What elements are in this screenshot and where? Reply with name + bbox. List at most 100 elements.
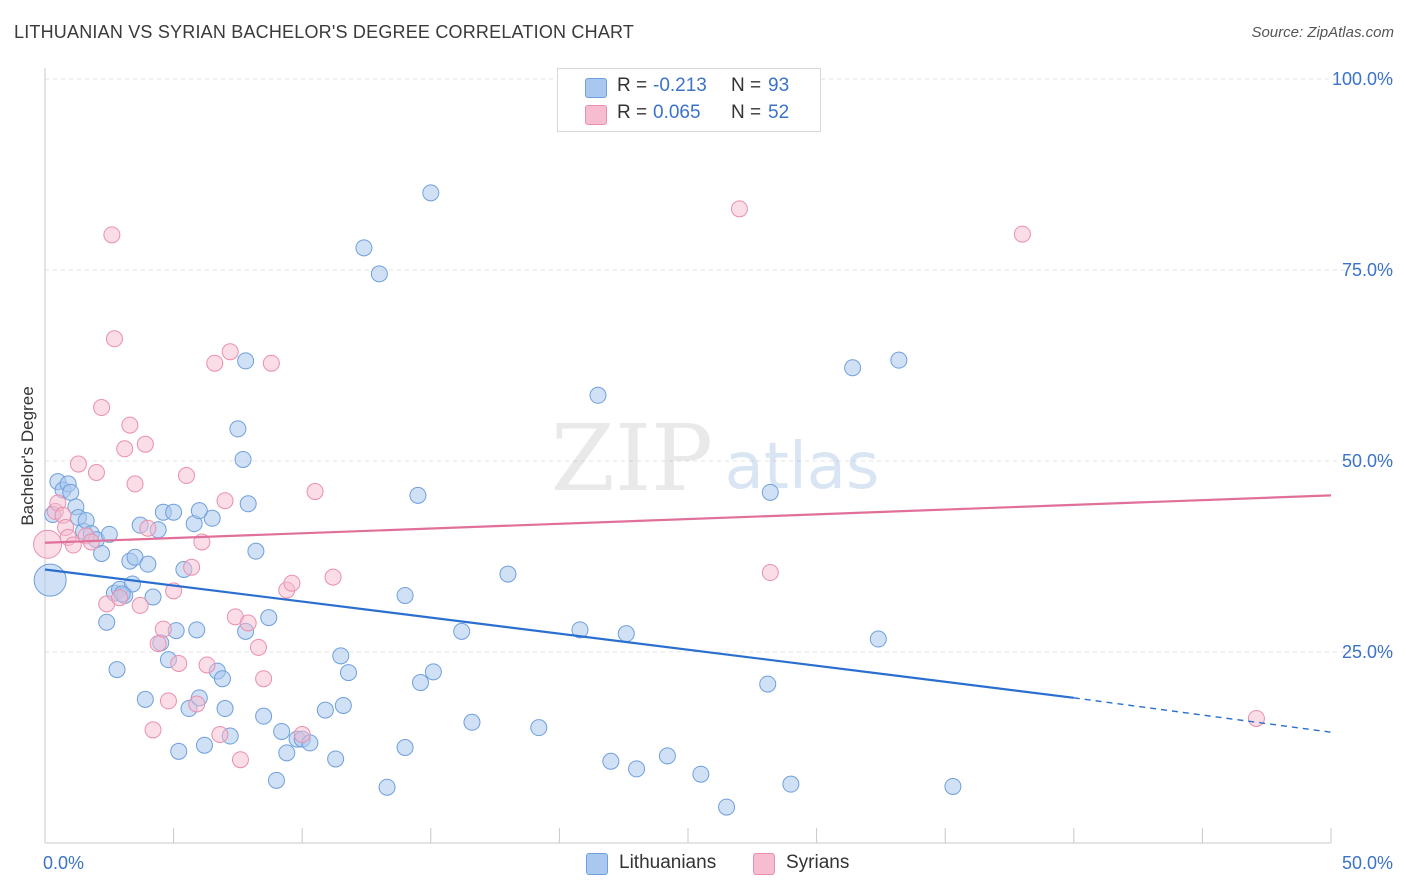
lithuanian-point bbox=[195, 736, 213, 754]
lithuanian-point bbox=[628, 760, 646, 778]
lithuanian-point bbox=[278, 744, 296, 762]
syrian-point bbox=[159, 692, 177, 710]
syrian-point bbox=[131, 596, 149, 614]
lithuanian-point bbox=[424, 663, 442, 681]
legend-r-value: -0.213 bbox=[653, 75, 707, 96]
syrian-point bbox=[33, 529, 63, 559]
lithuanian-point bbox=[530, 719, 548, 737]
lithuanian-point bbox=[188, 621, 206, 639]
syrian-point bbox=[177, 467, 195, 485]
syrian-point bbox=[211, 726, 229, 744]
watermark-atlas: atlas bbox=[725, 430, 880, 504]
legend-n-value: 93 bbox=[768, 75, 790, 96]
lithuanian-point bbox=[658, 747, 676, 765]
legend-row-syrians: R = 0.065 N = 52 bbox=[558, 100, 820, 128]
lithuanian-point bbox=[692, 765, 710, 783]
watermark-zip: ZIP bbox=[551, 405, 713, 512]
legend-n-label: N = bbox=[731, 102, 762, 123]
lithuanian-point bbox=[339, 664, 357, 682]
syrian-point bbox=[249, 638, 267, 656]
x-tick-label: 0.0% bbox=[43, 853, 84, 873]
lithuanian-point bbox=[327, 750, 345, 768]
lithuanian-point bbox=[453, 622, 471, 640]
syrian-point bbox=[149, 635, 167, 653]
lithuanian-point bbox=[409, 486, 427, 504]
lithuanian-point bbox=[761, 483, 779, 501]
syrian-point bbox=[293, 726, 311, 744]
lithuanian-point bbox=[139, 555, 157, 573]
syrian-point bbox=[262, 354, 280, 372]
lithuanian-point bbox=[190, 502, 208, 520]
axes bbox=[44, 68, 1332, 844]
syrian-point bbox=[144, 721, 162, 739]
correlation-legend: R = -0.213 N = 93 R = 0.065 N = 52 bbox=[557, 68, 821, 132]
syrians-points bbox=[33, 200, 1265, 769]
syrian-point bbox=[183, 558, 201, 576]
lithuanian-point bbox=[412, 674, 430, 692]
lithuanian-point bbox=[33, 563, 67, 597]
syrian-point bbox=[87, 463, 105, 481]
syrians-trend-line bbox=[44, 494, 1332, 544]
lithuanian-point bbox=[844, 359, 862, 377]
syrian-point bbox=[154, 620, 172, 638]
y-tick-label: 25.0% bbox=[1342, 642, 1393, 662]
syrian-point bbox=[1247, 709, 1265, 727]
y-tick-label: 100.0% bbox=[1332, 69, 1393, 89]
lithuanian-point bbox=[316, 701, 334, 719]
lithuanians-trend-line bbox=[44, 568, 1074, 699]
lithuanian-point bbox=[255, 707, 273, 725]
syrian-point bbox=[221, 343, 239, 361]
legend-label: Lithuanians bbox=[619, 852, 717, 873]
y-axis-title: Bachelor's Degree bbox=[18, 386, 37, 525]
x-tick-label: 50.0% bbox=[1342, 853, 1393, 873]
legend-row-lithuanians: R = -0.213 N = 93 bbox=[558, 73, 820, 101]
syrian-point bbox=[126, 475, 144, 493]
lithuanian-point bbox=[355, 239, 373, 257]
y-tick-label: 75.0% bbox=[1342, 260, 1393, 280]
lithuanian-point bbox=[759, 675, 777, 693]
syrian-point bbox=[324, 568, 342, 586]
lithuanian-point bbox=[165, 503, 183, 521]
lithuanian-point bbox=[463, 713, 481, 731]
lithuanian-point bbox=[890, 351, 908, 369]
axis-labels: 100.0% 75.0% 50.0% 25.0% 0.0% 50.0% Bachelor's… bbox=[18, 69, 1393, 873]
lithuanian-point bbox=[108, 661, 126, 679]
lithuanian-point bbox=[213, 670, 231, 688]
syrian-point bbox=[761, 564, 779, 582]
syrian-point bbox=[103, 226, 121, 244]
source-credit: Source: ZipAtlas.com bbox=[1251, 24, 1394, 41]
lithuanian-point bbox=[782, 775, 800, 793]
syrians-swatch bbox=[753, 853, 775, 875]
lithuanian-point bbox=[98, 613, 116, 631]
lithuanian-point bbox=[203, 509, 221, 527]
lithuanian-point bbox=[247, 542, 265, 560]
syrian-point bbox=[121, 416, 139, 434]
lithuanian-point bbox=[378, 778, 396, 796]
syrian-point bbox=[1013, 225, 1031, 243]
chart-title: LITHUANIAN VS SYRIAN BACHELOR'S DEGREE C… bbox=[14, 22, 635, 42]
syrian-point bbox=[216, 492, 234, 510]
lithuanian-point bbox=[617, 625, 635, 643]
syrians-swatch bbox=[585, 105, 607, 125]
lithuanian-point bbox=[332, 647, 350, 665]
syrian-point bbox=[188, 695, 206, 713]
syrian-point bbox=[105, 330, 123, 348]
lithuanian-point bbox=[944, 777, 962, 795]
syrian-point bbox=[93, 399, 111, 417]
syrian-point bbox=[231, 751, 249, 769]
syrian-point bbox=[170, 654, 188, 672]
legend-r-label: R = bbox=[617, 75, 648, 96]
lithuanian-point bbox=[273, 722, 291, 740]
watermark: ZIP atlas bbox=[551, 405, 879, 512]
lithuanian-point bbox=[602, 752, 620, 770]
legend-r-label: R = bbox=[617, 102, 648, 123]
legend-label: Syrians bbox=[786, 852, 850, 873]
lithuanian-point bbox=[571, 621, 589, 639]
lithuanian-point bbox=[234, 450, 252, 468]
lithuanians-swatch bbox=[586, 853, 608, 875]
lithuanian-point bbox=[100, 525, 118, 543]
lithuanian-point bbox=[260, 609, 278, 627]
lithuanian-point bbox=[267, 771, 285, 789]
syrian-point bbox=[139, 519, 157, 537]
